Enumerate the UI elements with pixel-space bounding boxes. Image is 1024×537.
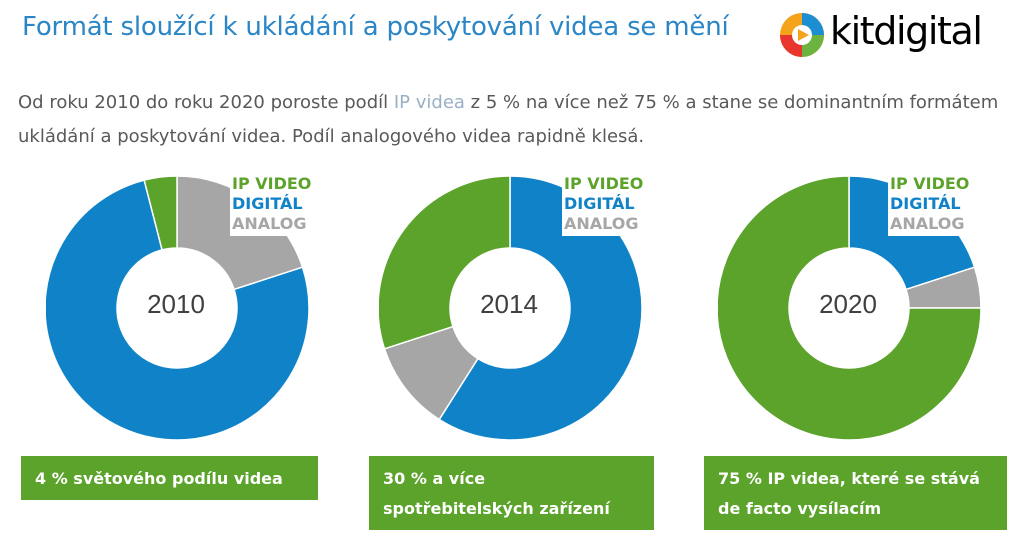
legend-digital: DIGITÁL <box>232 194 303 213</box>
donut-slice-ip-video <box>143 175 178 251</box>
legend-digital: DIGITÁL <box>564 194 635 213</box>
page-title: Formát sloužící k ukládání a poskytování… <box>22 12 729 42</box>
kitdigital-logo: kitdigital <box>778 8 1014 62</box>
donut-chart-2: 2014 IP VIDEO DIGITÁL ANALOG <box>379 174 679 449</box>
intro-text-after: z 5 % na více než 75 % a stane se domina… <box>18 92 999 147</box>
logo-text: kitdigital <box>830 9 983 53</box>
chart-center-label-3: 2020 <box>819 289 877 319</box>
chart-center-label-1: 2010 <box>147 289 205 319</box>
chart-legend-2: IP VIDEO DIGITÁL ANALOG <box>562 174 648 236</box>
donut-slice-ip-video <box>379 175 511 350</box>
donut-chart-1: 2010 IP VIDEO DIGITÁL ANALOG <box>46 174 346 449</box>
kitdigital-logo-mark <box>780 13 824 57</box>
intro-text-highlight: IP videa <box>393 92 465 113</box>
chart-center-label-2: 2014 <box>480 289 538 319</box>
donut-slice-digital <box>46 179 310 441</box>
legend-digital: DIGITÁL <box>890 194 961 213</box>
intro-text-before: Od roku 2010 do roku 2020 poroste podíl <box>18 92 394 113</box>
legend-analog: ANALOG <box>232 214 307 233</box>
donut-slice-ip-video <box>718 175 982 441</box>
chart-legend-3: IP VIDEO DIGITÁL ANALOG <box>888 174 974 236</box>
legend-ip-video: IP VIDEO <box>890 174 970 193</box>
intro-text: Od roku 2010 do roku 2020 poroste podíl … <box>18 86 1008 154</box>
legend-ip-video: IP VIDEO <box>232 174 312 193</box>
donut-chart-2-svg <box>379 175 643 441</box>
legend-analog: ANALOG <box>564 214 639 233</box>
chart-legend-1: IP VIDEO DIGITÁL ANALOG <box>230 174 316 236</box>
caption-1: 4 % světového podílu videa <box>21 456 318 500</box>
legend-analog: ANALOG <box>890 214 965 233</box>
donut-chart-3-svg <box>718 175 982 441</box>
caption-3: 75 % IP videa, které se stává de facto v… <box>704 456 1007 537</box>
donut-slice-digital <box>438 175 643 441</box>
caption-2: 30 % a více spotřebitelských zařízení po… <box>369 456 654 537</box>
donut-chart-3: 2020 IP VIDEO DIGITÁL ANALOG <box>718 174 1018 449</box>
legend-ip-video: IP VIDEO <box>564 174 644 193</box>
